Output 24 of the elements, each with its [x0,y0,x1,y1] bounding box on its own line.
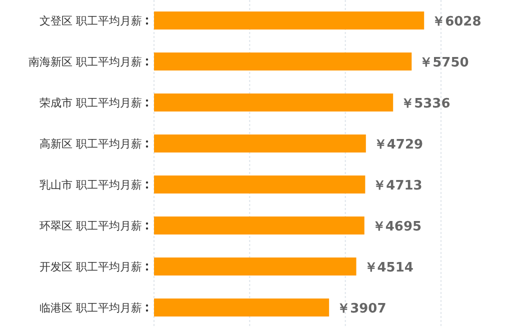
data-label: ￥5336 [401,96,450,112]
y-tick-label: 乳山市 职工平均月薪 [40,178,142,192]
data-label: ￥4514 [364,260,414,276]
bar [154,298,330,316]
data-label: ￥4695 [372,220,422,234]
bar [154,176,366,194]
data-label: ￥5750 [420,56,469,70]
y-tick-label: 高新区 职工平均月薪 [40,138,142,150]
y-tick-label: 环翠区 职工平均月薪 [40,220,142,232]
data-label: ￥3907 [337,302,386,316]
y-tick-label: 临港区 职工平均月薪 [40,302,142,314]
bar [154,52,412,70]
bar [154,216,364,234]
bar [154,12,424,30]
y-tick-label: 南海新区 职工平均月薪 [28,56,142,68]
bar [154,258,356,276]
data-label: ￥4713 [373,178,422,194]
y-tick-label: 荣成市 职工平均月薪 [40,96,142,110]
data-label: ￥6028 [432,14,482,30]
data-label: ￥4729 [374,138,424,152]
y-tick-label: 开发区 职工平均月薪 [40,260,142,274]
bar [154,134,366,152]
y-tick-label: 文登区 职工平均月薪 [40,14,142,28]
bar [154,94,394,112]
